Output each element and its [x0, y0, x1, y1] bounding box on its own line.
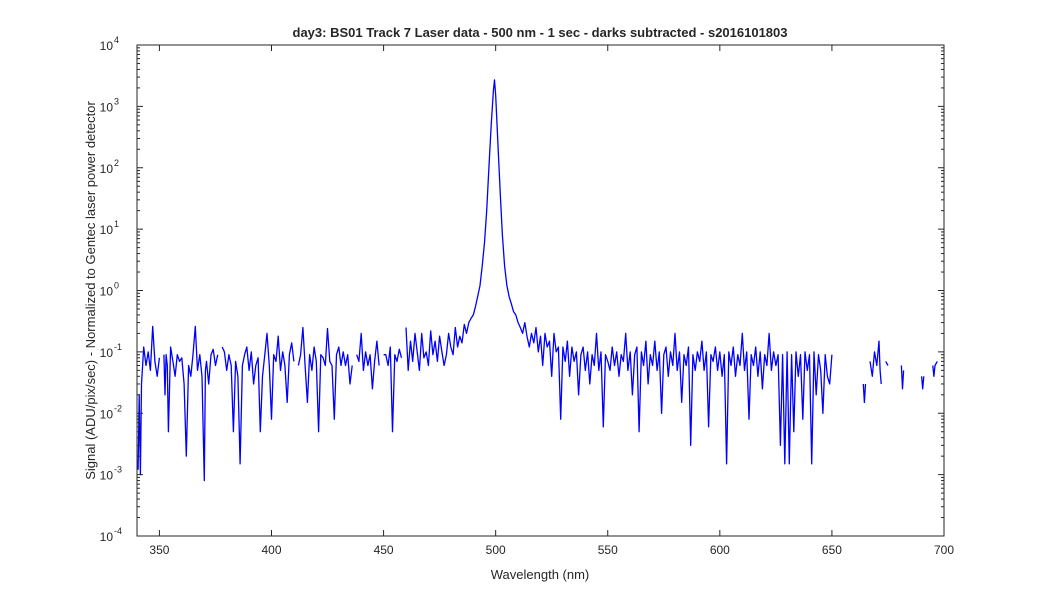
- y-tick-label-exponent: 2: [114, 158, 119, 168]
- x-tick-label: 700: [934, 543, 954, 557]
- y-tick-label: 10: [100, 223, 114, 237]
- y-tick-label: 10: [100, 530, 114, 544]
- y-tick-label: 10: [100, 285, 114, 299]
- x-tick-label: 500: [486, 543, 506, 557]
- y-tick-label-exponent: -3: [114, 465, 122, 475]
- y-tick-label-exponent: 4: [114, 35, 119, 45]
- y-tick-label: 10: [100, 469, 114, 483]
- y-tick-label-exponent: -4: [114, 526, 122, 536]
- y-tick-label: 10: [100, 346, 114, 360]
- series-line-segment: [163, 325, 219, 482]
- series-line-segment: [920, 376, 925, 390]
- series-line-segment: [356, 332, 380, 390]
- series-line-segment: [869, 340, 882, 385]
- x-axis-label: Wavelength (nm): [491, 567, 590, 582]
- series-line-segment: [932, 361, 938, 377]
- x-tick-label: 600: [710, 543, 730, 557]
- x-tick-label: 450: [374, 543, 394, 557]
- y-tick-label-exponent: -2: [114, 403, 122, 413]
- y-tick-label-exponent: 3: [114, 96, 119, 106]
- series-line-segment: [900, 365, 905, 390]
- series-line-segment: [405, 79, 833, 465]
- y-tick-label-exponent: 0: [114, 281, 119, 291]
- y-tick-label: 10: [100, 162, 114, 176]
- series-line-segment: [297, 326, 353, 433]
- plot-area: [137, 45, 944, 536]
- y-tick-label: 10: [100, 39, 114, 53]
- y-axis-label: Signal (ADU/pix/sec) - Normalized to Gen…: [83, 101, 98, 480]
- x-tick-label: 400: [261, 543, 281, 557]
- series-line-segment: [383, 346, 403, 433]
- y-tick-label-exponent: -1: [114, 342, 122, 352]
- labels-layer: day3: BS01 Track 7 Laser data - 500 nm -…: [83, 25, 788, 582]
- chart-title: day3: BS01 Track 7 Laser data - 500 nm -…: [293, 25, 788, 40]
- x-tick-label: 550: [598, 543, 618, 557]
- y-tick-label: 10: [100, 100, 114, 114]
- y-tick-label-exponent: 1: [114, 219, 119, 229]
- x-tick-label: 350: [149, 543, 169, 557]
- series-line-segment: [885, 361, 889, 366]
- series-line-segment: [862, 383, 867, 404]
- series-layer: [137, 79, 938, 482]
- series-line-segment: [221, 332, 295, 465]
- y-tick-label: 10: [100, 407, 114, 421]
- axes-layer: 350 400 450 500 550 600 650 70010-410-310-210-1…: [100, 35, 955, 557]
- x-tick-label: 650: [822, 543, 842, 557]
- series-line-segment: [137, 325, 161, 476]
